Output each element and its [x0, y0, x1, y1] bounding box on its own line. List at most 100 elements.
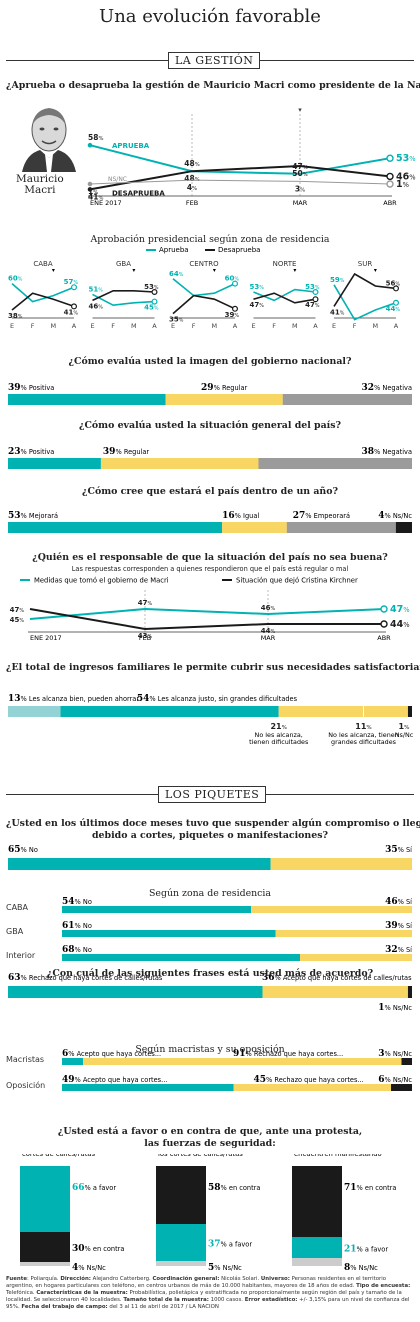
page-title: Una evolución favorable — [99, 6, 321, 27]
x-marker: ▾ — [52, 267, 55, 274]
legend-nsnc: NS/NC — [108, 176, 127, 183]
data-label: 46% — [89, 302, 104, 310]
data-label: 47% — [305, 301, 320, 309]
bar-favor — [292, 1237, 342, 1258]
series-line-aprueba — [92, 293, 155, 307]
series-line-ns/nc — [89, 179, 391, 185]
ingresos-label: 13% Les alcanza bien, pueden ahorrar — [8, 694, 139, 704]
series-line-desaprueba — [92, 290, 155, 302]
bars-section-1: 39% Positiva 29% Regular 32% Negativa 23% P… — [8, 383, 412, 533]
compromiso-seg-0 — [8, 858, 271, 870]
data-label: 4% — [187, 183, 197, 192]
futuro-label: 16% Igual — [222, 511, 259, 521]
data-point — [151, 288, 158, 295]
series-line-desaprueba — [253, 292, 316, 304]
x-marker: ▾ — [132, 267, 135, 274]
macr-label: 45% Rechazo que haya cortes... — [254, 1075, 364, 1085]
data-label: 60% — [8, 275, 23, 283]
x-tick-label: ABR — [383, 199, 397, 207]
data-label: 56% — [386, 279, 401, 287]
data-point — [312, 296, 319, 303]
zonas-title: Aprobación presidencial según zona de re… — [90, 234, 330, 245]
data-label: 59% — [330, 276, 345, 284]
data-point — [232, 305, 239, 312]
footer-value: Personas residentes en el territorio arg… — [6, 1276, 387, 1289]
compromiso-seg-1 — [270, 858, 412, 870]
frases-label: 1% Ns/Nc — [378, 1003, 412, 1013]
frases-seg-1 — [262, 986, 408, 998]
footer-key: Tipo de encuesta: — [356, 1283, 411, 1289]
data-point — [386, 154, 394, 162]
situacion-label: 38% Negativa — [362, 447, 412, 457]
ingresos-seg-4 — [407, 706, 412, 717]
x-tick-label: E — [171, 322, 175, 330]
ingresos-label: 54% Les alcanza justo, sin grandes dific… — [137, 694, 298, 704]
macri-photo — [22, 108, 76, 172]
row-label: Macristas — [6, 1055, 44, 1064]
row-label: Interior — [6, 951, 36, 960]
series-line-desaprueba — [89, 164, 391, 191]
question-aprueba: ¿Aprueba o desaprueba la gestión de Maur… — [6, 80, 420, 91]
situacion-seg-2 — [258, 458, 412, 469]
series-line-aprueba — [333, 284, 397, 321]
seg-label-favor: 37% a favor — [208, 1240, 252, 1250]
futuro-seg-1 — [222, 522, 287, 533]
responsable-subtitle: Las respuestas corresponden a quienes re… — [71, 565, 349, 573]
data-label: 60% — [225, 275, 240, 283]
panel-name: SUR — [358, 260, 373, 268]
x-marker: ▾ — [298, 106, 302, 114]
situacion-title: ¿Cómo evalúa usted la situación general … — [78, 420, 342, 431]
futuro-seg-3 — [395, 522, 412, 533]
ingresos-title: ¿El total de ingresos familiares le perm… — [6, 662, 420, 673]
data-point — [393, 299, 400, 306]
x-marker: ▾ — [213, 267, 216, 274]
panel-name: NORTE — [273, 260, 297, 268]
ingresos-label-2: 21% — [270, 722, 286, 731]
data-label: 38% — [8, 312, 23, 320]
ingresos-seg-3 — [363, 706, 408, 717]
situacion-label: 23% Positiva — [8, 447, 54, 457]
x-tick-label: F — [192, 322, 196, 330]
macr-label: 91% Rechazo que haya cortes... — [233, 1049, 343, 1059]
bar-favor — [156, 1224, 206, 1261]
bar-contra — [20, 1232, 70, 1262]
chart-responsable: Medidas que tomó el gobierno de Macri Sit… — [10, 577, 410, 643]
data-label: 53% — [396, 153, 416, 164]
row-label: CABA — [6, 903, 29, 912]
data-label: 57% — [64, 278, 79, 286]
ingresos-label-4: 1% — [399, 722, 410, 731]
data-point — [87, 181, 93, 187]
imagen-label: 29% Regular — [201, 383, 247, 393]
compromiso-label: 35% Sí — [385, 845, 412, 855]
imagen-seg-2 — [282, 394, 412, 405]
seg-label-favor: 21% a favor — [344, 1245, 388, 1255]
data-label: 43% — [138, 632, 153, 640]
data-label: 39% — [225, 311, 240, 319]
data-label: 45% — [10, 616, 25, 624]
data-point — [87, 142, 93, 148]
imagen-title: ¿Cómo evalúa usted la imagen del gobiern… — [68, 356, 352, 367]
seguridad-title: ¿Usted está a favor o en contra de que, … — [57, 1126, 363, 1149]
footer-key: Características de la muestra: — [36, 1290, 128, 1296]
seg-label-nsnc: 8% Ns/Nc — [344, 1263, 378, 1273]
macr-label: 6% Ns/Nc — [378, 1075, 412, 1085]
macr-1-seg-2 — [391, 1084, 412, 1091]
macr-0-seg-2 — [401, 1058, 412, 1065]
legend-aprueba: Aprueba — [159, 246, 189, 254]
zona-label: 32% Sí — [385, 945, 412, 955]
x-tick-label: F — [31, 322, 35, 330]
x-marker: ▾ — [293, 267, 296, 274]
footer-credits: Fuente: Poliarquía. Dirección: Alejandro… — [6, 1276, 414, 1311]
x-tick-label: A — [233, 322, 238, 330]
x-tick-label: F — [272, 322, 276, 330]
data-point — [70, 284, 77, 291]
chart-aprobacion: ENE 2017▾FEB▾MAR▾ABR▾58%48%47%53%41%48%5… — [87, 106, 416, 207]
seg-label-favor: 66% a favor — [72, 1183, 116, 1193]
panel-question: los cortes de calles/rutas — [158, 1154, 243, 1158]
series-line-aprueba — [172, 278, 236, 297]
data-point — [386, 180, 394, 188]
chart-piquetes: 65% No 35% Sí CABA 54% No 46% Sí GBA 61% No 39%… — [6, 845, 412, 1091]
imagen-seg-0 — [8, 394, 166, 405]
x-tick-label: ENE 2017 — [30, 634, 62, 642]
bar-contra — [292, 1166, 342, 1237]
